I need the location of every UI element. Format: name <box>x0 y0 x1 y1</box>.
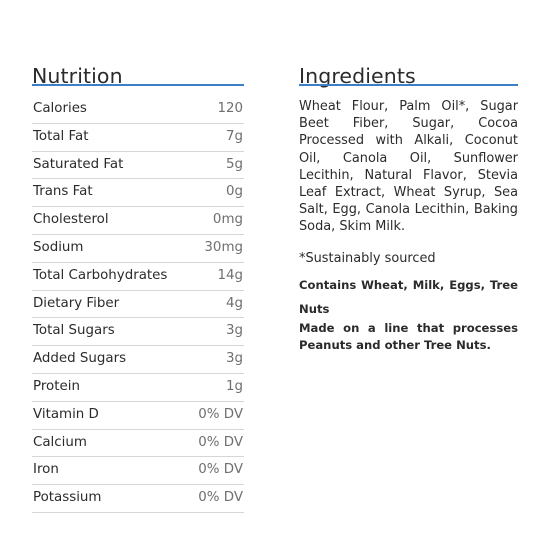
nutrient-label: Iron <box>33 462 59 478</box>
nutrient-value: 7g <box>225 128 243 144</box>
nutrition-row: Calories 120 <box>32 96 244 124</box>
ingredients-list: Wheat Flour, Palm Oil*, Sugar Beet Fiber… <box>299 99 518 235</box>
nutrition-row: Calcium 0% DV <box>32 430 244 458</box>
nutrition-row: Added Sugars 3g <box>32 346 244 374</box>
nutrient-value: 0g <box>225 184 243 200</box>
nutrient-value: 0% DV <box>198 462 243 478</box>
nutrient-value: 4g <box>225 295 243 311</box>
nutrient-label: Cholesterol <box>33 212 109 228</box>
nutrient-value: 30mg <box>204 239 243 255</box>
sustainability-note: *Sustainably sourced <box>299 251 436 266</box>
nutrition-row: Total Carbohydrates 14g <box>32 263 244 291</box>
nutrition-row: Vitamin D 0% DV <box>32 402 244 430</box>
nutrient-label: Trans Fat <box>33 184 93 200</box>
nutrition-row: Cholesterol 0mg <box>32 207 244 235</box>
nutrition-table: Calories 120 Total Fat 7g Saturated Fat 5g Tra… <box>32 96 244 513</box>
nutrition-row: Total Sugars 3g <box>32 318 244 347</box>
nutrient-label: Total Carbohydrates <box>33 267 168 283</box>
nutrient-label: Sodium <box>33 239 84 255</box>
nutrient-value: 0% DV <box>198 406 243 422</box>
nutrient-label: Vitamin D <box>33 406 99 422</box>
nutrient-label: Dietary Fiber <box>33 295 120 311</box>
nutrient-label: Total Sugars <box>33 323 115 339</box>
nutrition-row: Dietary Fiber 4g <box>32 291 244 319</box>
nutrient-value: 0mg <box>212 212 243 228</box>
nutrition-row: Sodium 30mg <box>32 235 244 263</box>
nutrient-label: Protein <box>33 378 80 394</box>
nutrient-value: 120 <box>217 101 243 116</box>
nutrient-value: 0% DV <box>198 434 243 450</box>
nutrition-row: Saturated Fat 5g <box>32 152 244 180</box>
nutrient-value: 14g <box>217 267 243 283</box>
nutrient-value: 3g <box>225 351 243 367</box>
nutrition-row: Iron 0% DV <box>32 457 244 486</box>
nutrient-label: Potassium <box>33 490 102 506</box>
nutrient-label: Saturated Fat <box>33 156 124 172</box>
nutrient-label: Calories <box>33 101 87 116</box>
nutrition-row: Protein 1g <box>32 374 244 402</box>
nutrient-value: 3g <box>225 323 243 339</box>
nutrient-label: Added Sugars <box>33 351 127 367</box>
nutrition-title-rule <box>32 84 244 86</box>
nutrient-label: Calcium <box>33 434 87 450</box>
facility-statement: Made on a line that processes Peanuts an… <box>299 321 518 352</box>
allergen-statement: Contains Wheat, Milk, Eggs, Tree Nuts <box>299 278 518 316</box>
nutrient-value: 5g <box>225 156 243 172</box>
nutrition-row: Total Fat 7g <box>32 124 244 152</box>
nutrition-row: Potassium 0% DV <box>32 485 244 513</box>
nutrient-label: Total Fat <box>33 128 89 144</box>
ingredients-title-rule <box>299 84 518 86</box>
nutrient-value: 0% DV <box>198 490 243 506</box>
nutrient-value: 1g <box>225 378 243 394</box>
nutrition-row: Trans Fat 0g <box>32 179 244 208</box>
